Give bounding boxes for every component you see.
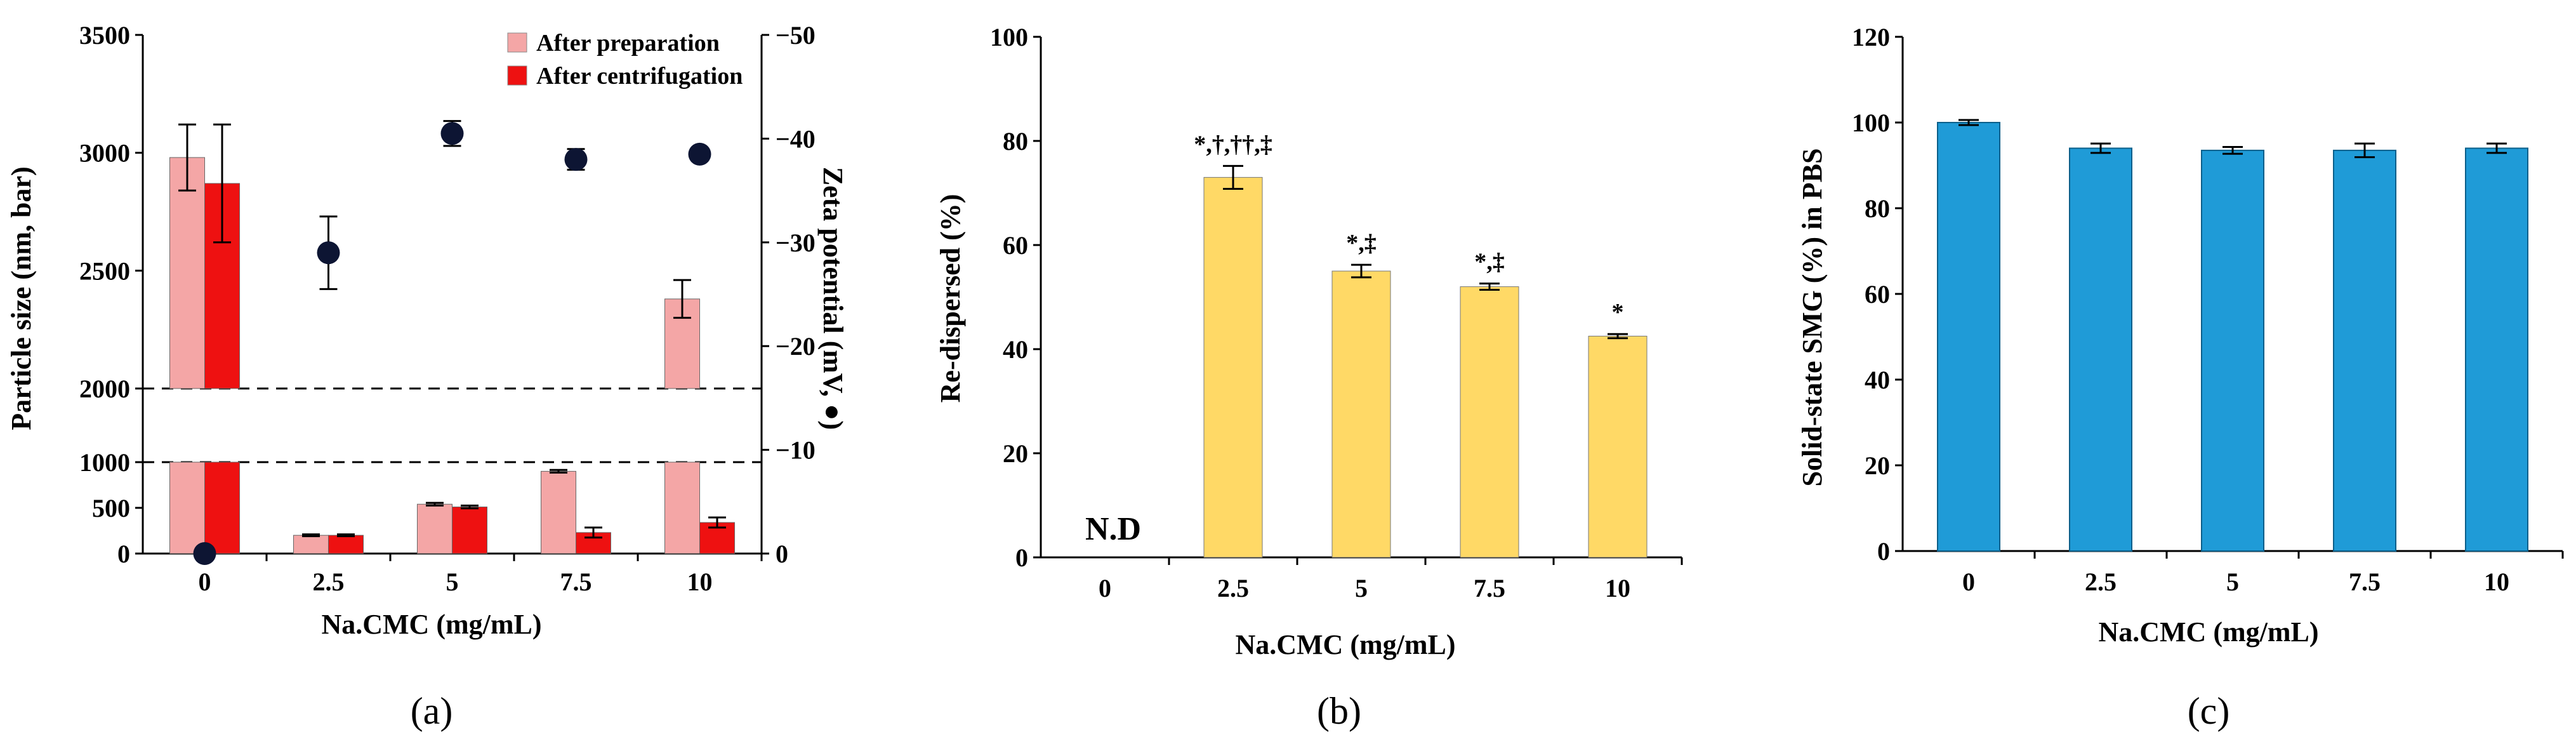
legend-label-after-centrifugation: After centrifugation xyxy=(536,63,743,90)
panel-c-y-tick-label: 120 xyxy=(1852,23,1890,51)
panel-b-bar xyxy=(1203,176,1263,558)
panel-a-x-tick-label: 5 xyxy=(446,568,459,596)
panel-a-y-tick-label: 3500 xyxy=(79,21,130,50)
panel-a: Particle size (nm, bar) Zeta potential (… xyxy=(6,21,849,732)
panel-b-x-tick-label: 2.5 xyxy=(1217,574,1249,602)
panel-b-y-tick-label: 0 xyxy=(1015,543,1028,572)
panel-a-bar-after-preparation xyxy=(417,503,452,554)
panel-a-y2-tick-label: 0 xyxy=(776,540,788,568)
panel-a-zeta-point xyxy=(317,241,340,265)
panel-c-y-tick-label: 80 xyxy=(1865,194,1890,223)
panel-a-x-tick-label: 2.5 xyxy=(313,568,345,596)
panel-c-bar xyxy=(2201,149,2264,552)
panel-b-significance-label: * xyxy=(1612,299,1624,326)
panel-c-x-axis-label: Na.CMC (mg/mL) xyxy=(2098,616,2318,648)
panel-b-label: (b) xyxy=(1317,690,1361,732)
legend-label-after-preparation: After preparation xyxy=(536,30,720,56)
panel-a-y-tick-label: 0 xyxy=(117,540,130,568)
panel-a-bar-after-preparation-lower xyxy=(664,462,700,554)
panel-c-y-tick-label: 20 xyxy=(1865,451,1890,480)
panel-a-bar-after-preparation xyxy=(541,470,576,554)
panel-a-x-tick-label: 0 xyxy=(199,568,211,596)
panel-a-bar-after-centrifugation-lower xyxy=(204,462,240,554)
panel-b-x-tick-label: 5 xyxy=(1355,574,1368,602)
panel-a-y2-tick-label: −20 xyxy=(776,332,816,361)
legend-swatch-after-centrifugation xyxy=(507,65,527,86)
panel-a-bar-after-preparation xyxy=(293,535,329,554)
panel-a-zeta-point xyxy=(440,122,464,145)
panel-c-bar xyxy=(2465,147,2528,552)
panel-a-y2-axis-label: Zeta potential (mV, ●) xyxy=(817,167,849,430)
panel-a-y-tick-label: 2000 xyxy=(79,375,130,403)
panel-b-x-axis-label: Na.CMC (mg/mL) xyxy=(1235,629,1455,660)
panel-c-y-tick-label: 60 xyxy=(1865,280,1890,309)
panel-c-label: (c) xyxy=(2188,690,2230,732)
panel-c-bar xyxy=(2333,149,2396,552)
panel-c-y-axis-label: Solid-state SMG (%) in PBS xyxy=(1797,149,1828,487)
panel-b-y-tick-label: 20 xyxy=(1003,439,1028,468)
panel-c-bar xyxy=(2069,147,2132,552)
panel-b-bar xyxy=(1588,336,1648,558)
panel-a-x-axis-label: Na.CMC (mg/mL) xyxy=(321,609,541,640)
panel-a-zeta-point xyxy=(688,142,711,166)
panel-a-y-tick-label: 500 xyxy=(92,494,130,522)
panel-b-x-tick-label: 7.5 xyxy=(1474,574,1505,602)
panel-a-y-axis-label: Particle size (nm, bar) xyxy=(6,166,37,430)
panel-b-bar xyxy=(1331,270,1391,558)
panel-b-y-tick-label: 60 xyxy=(1003,231,1028,260)
panel-a-label: (a) xyxy=(411,690,453,732)
panel-b-significance-label: *,‡ xyxy=(1346,230,1377,256)
legend-swatch-after-preparation xyxy=(507,32,527,53)
panel-a-y2-tick-label: −40 xyxy=(776,124,816,153)
panel-c-bar xyxy=(1937,122,2000,552)
panel-a-bar-after-centrifugation xyxy=(328,535,364,554)
panel-b-significance-label: *,‡ xyxy=(1474,249,1505,276)
panel-c: Solid-state SMG (%) in PBS Na.CMC (mg/mL… xyxy=(1797,23,2564,732)
panel-a-zeta-point xyxy=(564,148,588,171)
panel-b-y-tick-label: 40 xyxy=(1003,335,1028,364)
panel-a-x-tick-label: 7.5 xyxy=(560,568,592,596)
panel-a-legend: After preparation After centrifugation xyxy=(507,30,743,90)
panel-a-zeta-point xyxy=(193,542,216,565)
panel-a-y-tick-label: 1000 xyxy=(79,448,130,477)
panel-a-y2-tick-label: −10 xyxy=(776,436,816,465)
panel-a-y-tick-label: 3000 xyxy=(79,139,130,168)
panel-b-y-axis-label: Re-dispersed (%) xyxy=(935,194,966,403)
panel-b-bar xyxy=(1460,286,1519,558)
panel-a-x-tick-label: 10 xyxy=(687,568,713,596)
panel-a-y-tick-label: 2500 xyxy=(79,256,130,285)
panel-c-x-tick-label: 7.5 xyxy=(2349,568,2381,596)
panel-a-bar-after-preparation-lower xyxy=(169,462,205,554)
panel-b-x-tick-label: 0 xyxy=(1099,574,1111,602)
panel-c-y-tick-label: 0 xyxy=(1877,537,1890,566)
panel-c-y-tick-label: 100 xyxy=(1852,109,1890,137)
panel-c-x-tick-label: 0 xyxy=(1962,568,1975,596)
panel-c-x-tick-label: 2.5 xyxy=(2085,568,2117,596)
panel-c-x-tick-label: 5 xyxy=(2226,568,2239,596)
panel-b-y-tick-label: 80 xyxy=(1003,127,1028,156)
panel-b-x-tick-label: 10 xyxy=(1605,574,1630,602)
panel-b-significance-label: *,†,††,‡ xyxy=(1194,131,1272,157)
panel-c-x-tick-label: 10 xyxy=(2484,568,2509,596)
panel-a-bar-after-preparation-upper xyxy=(169,157,205,389)
panel-a-y2-tick-label: −30 xyxy=(776,229,816,257)
panel-b-not-detected-label: N.D xyxy=(1085,511,1141,547)
panel-a-y2-tick-label: −50 xyxy=(776,21,816,50)
panel-a-bar-after-centrifugation xyxy=(452,507,487,554)
panel-c-y-tick-label: 40 xyxy=(1865,366,1890,394)
panel-b-y-tick-label: 100 xyxy=(990,23,1028,51)
panel-b: Re-dispersed (%) Na.CMC (mg/mL) (b) N.D … xyxy=(935,23,1683,732)
